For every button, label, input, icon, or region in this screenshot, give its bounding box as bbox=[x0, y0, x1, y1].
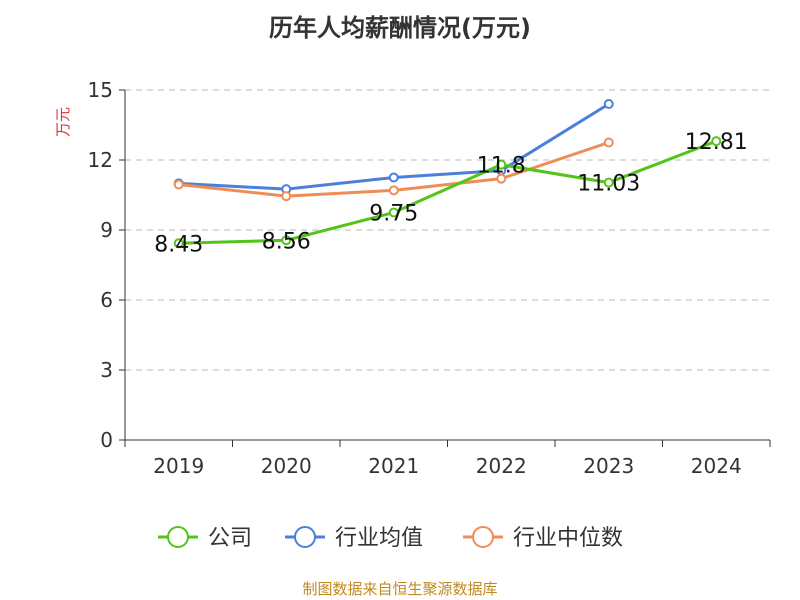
legend: 公司 行业均值 行业中位数 bbox=[158, 526, 623, 551]
legend-label: 行业均值 bbox=[335, 526, 423, 551]
data-point bbox=[496, 159, 507, 170]
data-point bbox=[281, 235, 292, 246]
x-tick-label: 2024 bbox=[691, 454, 742, 478]
legend-label: 行业中位数 bbox=[513, 526, 623, 551]
data-point bbox=[173, 179, 184, 190]
data-point bbox=[603, 137, 614, 148]
source-footer: 制图数据来自恒生聚源数据库 bbox=[302, 580, 498, 598]
legend-marker bbox=[472, 526, 494, 548]
data-label: 9.75 bbox=[369, 202, 418, 227]
x-tick-label: 2019 bbox=[153, 454, 204, 478]
data-point bbox=[388, 172, 399, 183]
data-point bbox=[603, 177, 614, 188]
legend-marker bbox=[294, 526, 316, 548]
data-point bbox=[496, 173, 507, 184]
x-tick-label: 2021 bbox=[368, 454, 419, 478]
legend-item: 行业中位数 bbox=[463, 526, 623, 551]
data-point bbox=[388, 207, 399, 218]
data-point bbox=[388, 185, 399, 196]
series-0 bbox=[173, 136, 722, 249]
data-label: 8.43 bbox=[154, 232, 203, 257]
data-label: 11.03 bbox=[577, 172, 640, 197]
x-tick-label: 2022 bbox=[476, 454, 527, 478]
data-point bbox=[711, 136, 722, 147]
data-point bbox=[281, 191, 292, 202]
data-point bbox=[173, 238, 184, 249]
axes: 0 3 6 9 12 15 万元 2019 2020 2021 2022 2023 2024 bbox=[54, 78, 771, 478]
y-tick-label: 0 bbox=[100, 428, 113, 452]
series-1 bbox=[173, 99, 614, 195]
y-tick-label: 3 bbox=[100, 358, 113, 382]
y-tick-label: 15 bbox=[88, 78, 113, 102]
legend-item: 公司 bbox=[158, 526, 252, 551]
legend-item: 行业均值 bbox=[285, 526, 423, 551]
series-2 bbox=[173, 137, 614, 202]
x-tick-label: 2020 bbox=[261, 454, 312, 478]
chart-title: 历年人均薪酬情况(万元) bbox=[269, 14, 531, 42]
series-layer bbox=[173, 99, 722, 249]
data-label: 8.56 bbox=[262, 229, 311, 254]
y-tick-label: 6 bbox=[100, 288, 113, 312]
legend-marker bbox=[167, 526, 189, 548]
x-tick-label: 2023 bbox=[583, 454, 634, 478]
series-line bbox=[178, 139, 717, 245]
data-label: 12.81 bbox=[685, 130, 748, 155]
y-axis-label: 万元 bbox=[54, 107, 72, 137]
data-point bbox=[603, 99, 614, 109]
y-tick-label: 9 bbox=[100, 218, 113, 242]
data-label: 11.8 bbox=[477, 154, 526, 179]
y-tick-label: 12 bbox=[88, 148, 113, 172]
grid-lines bbox=[125, 89, 770, 371]
data-labels: 8.43 8.56 9.75 11.8 11.03 12.81 bbox=[154, 130, 747, 257]
legend-label: 公司 bbox=[208, 526, 252, 551]
